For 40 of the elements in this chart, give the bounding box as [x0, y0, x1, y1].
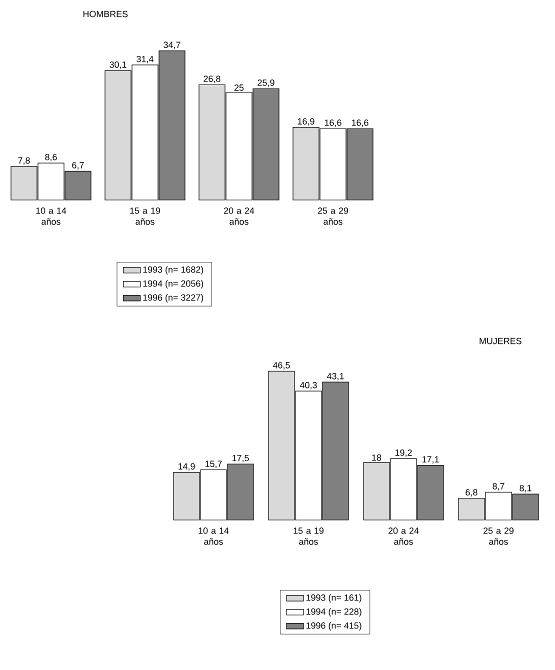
legend-label: 1994 (n= 228): [306, 608, 362, 617]
x-tick-label: 25 a 29 años: [484, 528, 514, 545]
data-label: 17,1: [422, 456, 439, 464]
x-tick-label: 20 a 24 años: [388, 528, 419, 545]
legend-label: 1994 (n= 2056): [143, 280, 204, 289]
legend-label: 1996 (n= 3227): [143, 294, 204, 302]
data-label: 15,7: [205, 460, 222, 468]
data-label: 8,7: [492, 483, 504, 490]
data-label: 25: [234, 84, 244, 91]
data-label: 8,1: [520, 484, 532, 492]
data-label: 6,7: [72, 162, 84, 170]
legend-label: 1996 (n= 415): [306, 622, 362, 630]
x-tick-label: 15 a 19 años: [130, 208, 160, 225]
x-tick-label: 20 a 24 años: [224, 208, 254, 225]
data-label: 46,5: [272, 362, 290, 370]
data-label: 40,3: [300, 382, 317, 390]
data-label: 17,5: [232, 454, 249, 462]
data-label: 7,8: [18, 157, 30, 165]
data-label: 19,2: [395, 449, 412, 457]
data-label: 8,6: [45, 154, 57, 162]
chart-title: MUJERES: [480, 338, 522, 344]
x-tick-label: 25 a 29 años: [318, 208, 348, 225]
data-label: 43,1: [326, 372, 344, 380]
data-label: 30,1: [110, 61, 126, 69]
data-label: 31,4: [136, 56, 154, 64]
chart-title: HOMBRES: [83, 10, 128, 18]
data-label: 6,8: [466, 489, 478, 497]
data-label: 16,6: [324, 120, 342, 127]
data-label: 14,9: [178, 463, 195, 471]
data-label: 26,8: [204, 76, 220, 84]
data-label: 34,7: [164, 42, 180, 50]
data-label: 16,9: [298, 118, 314, 126]
data-label: 18: [372, 454, 382, 461]
x-tick-label: 15 a 19 años: [294, 528, 324, 545]
data-label: 16,6: [352, 120, 368, 127]
legend-label: 1993 (n= 161): [306, 594, 362, 603]
x-tick-label: 10 a 14 años: [36, 208, 66, 225]
data-label: 25,9: [258, 80, 274, 87]
legend-label: 1993 (n= 1682): [143, 266, 204, 275]
x-tick-label: 10 a 14 años: [198, 528, 229, 545]
